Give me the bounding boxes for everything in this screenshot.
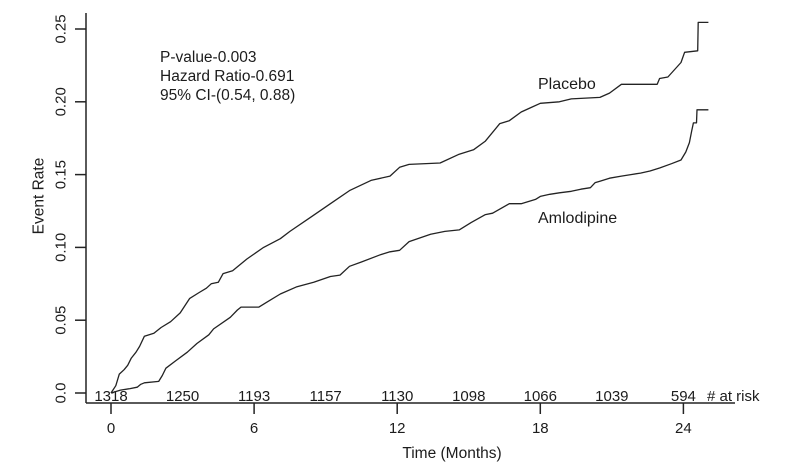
x-tick-label: 24 <box>675 420 692 437</box>
y-tick-label: 0.15 <box>53 160 70 189</box>
at-risk-count: 1318 <box>94 388 127 405</box>
stats-annotation-line: Hazard Ratio-0.691 <box>160 68 294 85</box>
stats-annotation-line: P-value-0.003 <box>160 49 257 66</box>
at-risk-count: 1098 <box>452 388 485 405</box>
at-risk-count: 1039 <box>595 388 628 405</box>
series-placebo-label: Placebo <box>538 76 596 93</box>
at-risk-count: 594 <box>671 388 696 405</box>
y-tick-label: 0.05 <box>53 306 70 335</box>
at-risk-count: 1066 <box>524 388 557 405</box>
at-risk-count: 1250 <box>166 388 199 405</box>
at-risk-label: # at risk <box>707 388 760 405</box>
y-axis-title: Event Rate <box>31 158 48 235</box>
x-tick-label: 12 <box>389 420 406 437</box>
at-risk-count: 1130 <box>381 388 413 405</box>
y-tick-label: 0.0 <box>53 383 70 404</box>
series-placebo-curve <box>110 21 709 394</box>
x-axis-title: Time (Months) <box>402 445 501 462</box>
y-tick-label: 0.10 <box>53 233 70 262</box>
x-tick-label: 6 <box>250 420 258 437</box>
series-amlodipine-curve <box>110 109 709 394</box>
at-risk-count: 1157 <box>310 388 342 405</box>
x-tick-label: 18 <box>532 420 549 437</box>
x-tick-label: 0 <box>107 420 115 437</box>
y-tick-label: 0.20 <box>53 87 70 116</box>
y-tick-label: 0.25 <box>53 14 70 43</box>
stats-annotation-line: 95% CI-(0.54, 0.88) <box>160 87 295 104</box>
series-amlodipine-label: Amlodipine <box>538 210 617 227</box>
at-risk-count: 1193 <box>238 388 270 405</box>
